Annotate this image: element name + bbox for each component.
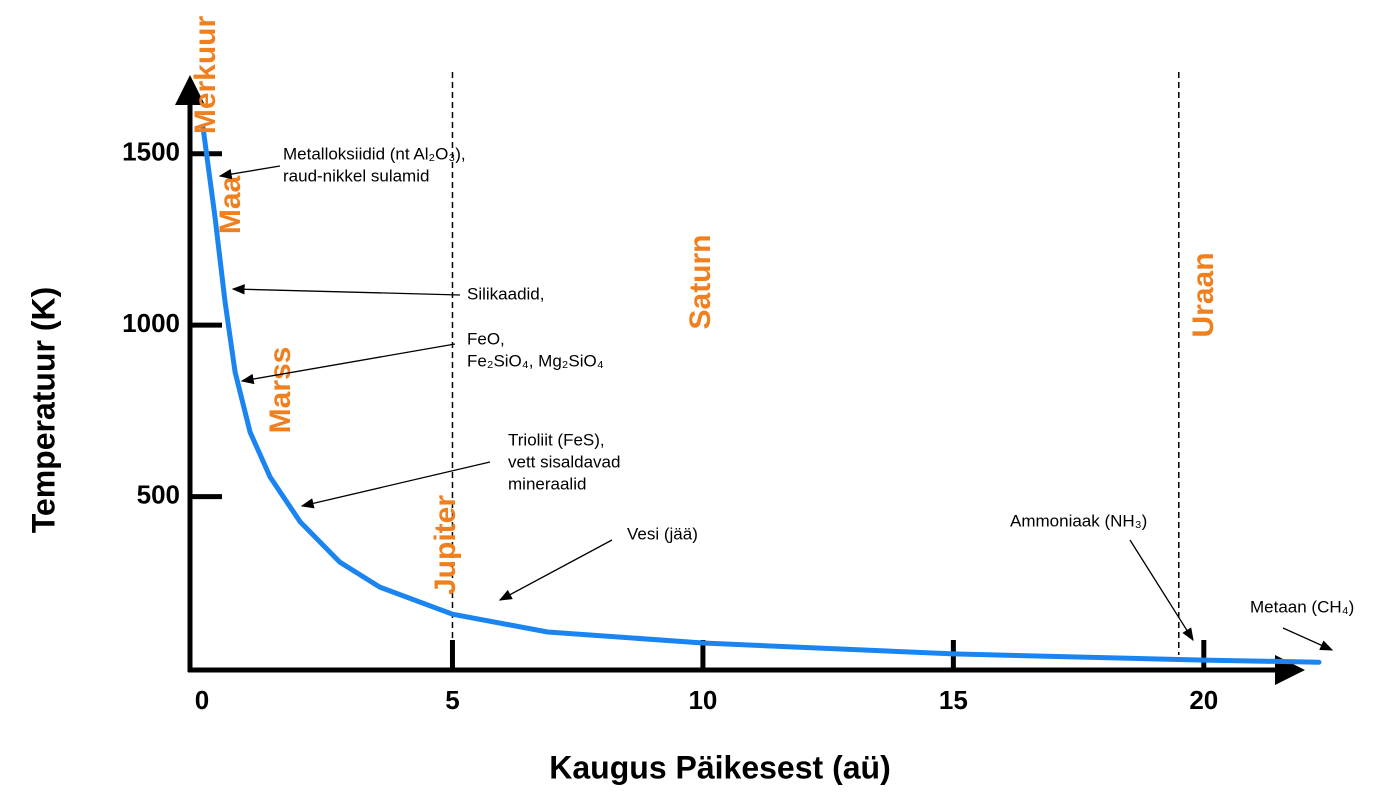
annotation-arrow <box>300 461 491 509</box>
annotation-text: FeO, <box>467 329 505 348</box>
y-axis-title: Temperatuur (K) <box>25 287 61 534</box>
annotation-arrow <box>218 165 281 180</box>
annotation-text: Fe₂SiO₄, Mg₂SiO₄ <box>467 351 604 370</box>
planet-label: Merkuur <box>189 15 222 134</box>
annotation-arrow <box>1282 627 1334 651</box>
annotation-text: Trioliit (FeS), <box>508 430 605 449</box>
annotation-arrow <box>240 343 456 385</box>
x-tick-label: 0 <box>195 685 209 715</box>
annotation-text: vett sisaldavad <box>508 452 620 471</box>
annotation-arrow <box>498 539 613 601</box>
x-tick-label: 20 <box>1189 685 1218 715</box>
x-tick-label: 10 <box>688 685 717 715</box>
annotation-arrow <box>1129 539 1194 642</box>
annotation-text: Silikaadid, <box>467 284 545 303</box>
annotation-text: Metalloksiidid (nt Al₂O₃), <box>283 144 466 163</box>
x-axis-title: Kaugus Päikesest (aü) <box>549 749 890 785</box>
x-tick-label: 5 <box>445 685 459 715</box>
annotation-text: Vesi (jää) <box>627 524 698 543</box>
annotation-text: Metaan (CH₄) <box>1250 597 1354 616</box>
annotation-text: raud-nikkel sulamid <box>283 166 429 185</box>
planet-label: Saturn <box>684 234 717 329</box>
annotation-text: Ammoniaak (NH₃) <box>1010 511 1147 530</box>
temperature-line <box>200 124 1322 665</box>
planet-label: Marss <box>264 347 297 434</box>
x-tick-label: 15 <box>939 685 968 715</box>
planet-label: Uraan <box>1187 252 1220 337</box>
y-tick-label: 500 <box>137 479 180 509</box>
y-tick-label: 1500 <box>122 137 180 167</box>
annotation-arrow <box>231 284 461 296</box>
planet-label: Maa <box>214 176 247 235</box>
annotation-text: mineraalid <box>508 474 586 493</box>
planet-label: Jupiter <box>429 495 462 595</box>
y-tick-label: 1000 <box>122 308 180 338</box>
